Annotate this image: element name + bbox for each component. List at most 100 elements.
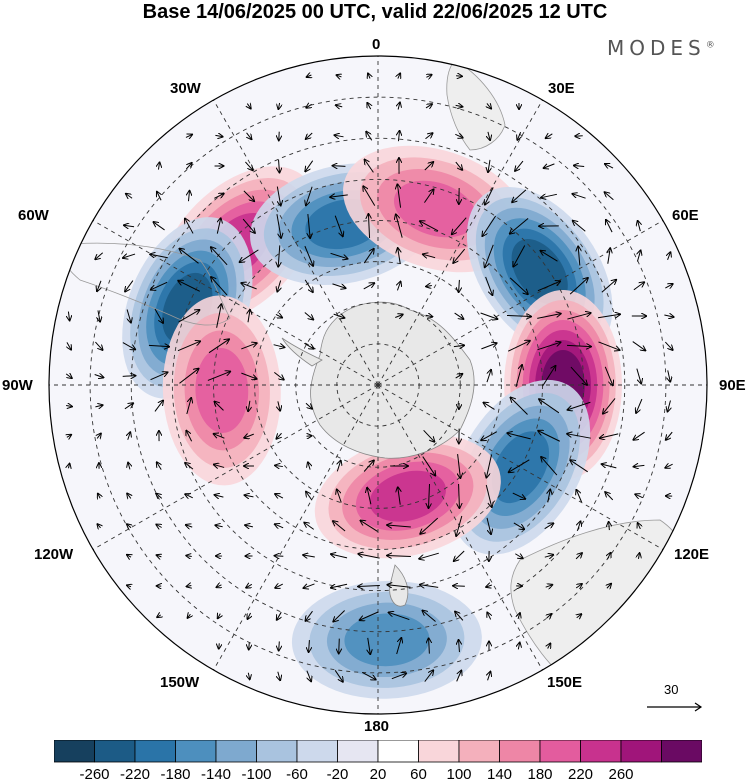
wind-arrow (633, 282, 644, 291)
wind-arrow (609, 522, 610, 531)
wind-arrow (426, 75, 431, 78)
wind-arrow (510, 398, 528, 415)
wind-arrow (367, 103, 370, 110)
wind-arrow (387, 556, 411, 557)
wind-arrow (215, 525, 223, 526)
wind-arrow (638, 553, 639, 559)
wind-arrow (425, 133, 433, 140)
wind-arrow (241, 372, 256, 379)
wind-arrow (575, 136, 583, 137)
wind-arrow (541, 251, 558, 262)
wind-arrow (358, 554, 380, 559)
wind-arrow (507, 433, 531, 440)
africa-land (446, 59, 506, 151)
wind-arrow (127, 555, 131, 557)
wind-arrow (306, 186, 313, 206)
wind-arrow (358, 585, 380, 586)
wind-arrow (65, 374, 72, 378)
wind-arrow (484, 403, 495, 410)
wind-arrow (429, 638, 430, 654)
wind-arrow (128, 432, 131, 440)
wind-arrow (332, 283, 345, 288)
wind-arrow (481, 343, 496, 350)
wind-arrow (363, 283, 375, 290)
wind-arrow (424, 670, 433, 682)
wind-arrow (186, 525, 193, 527)
south-america-land (59, 242, 231, 326)
wind-arrow (485, 187, 494, 204)
wind-arrow (454, 312, 464, 319)
wind-arrow (240, 249, 259, 262)
wind-arrow (244, 434, 254, 438)
wind-arrow (566, 345, 591, 346)
colorbar-swatch (256, 740, 298, 763)
wind-arrow (606, 220, 613, 233)
wind-arrow (248, 310, 250, 323)
wind-arrow (216, 304, 222, 328)
wind-arrow (214, 465, 225, 468)
wind-arrow (577, 521, 580, 531)
longitude-label-120w: 120W (34, 546, 74, 563)
wind-arrow (391, 673, 406, 680)
wind-arrow (276, 214, 281, 238)
wind-arrow (482, 215, 497, 236)
colorbar-swatch (580, 740, 622, 763)
wind-arrow (151, 281, 168, 289)
wind-arrow (275, 314, 282, 317)
wind-arrow (570, 366, 587, 385)
colorbar-tick-label: -100 (241, 766, 272, 783)
wind-arrow (97, 280, 101, 291)
colorbar-swatch (458, 740, 500, 763)
wind-arrow (207, 372, 230, 381)
colorbar-swatch (94, 740, 136, 763)
wind-arrow (568, 401, 591, 410)
antarctica-land (310, 301, 475, 459)
wind-arrow (398, 73, 400, 78)
wind-arrow (248, 400, 250, 411)
wind-arrow (607, 584, 611, 589)
pacific-high-contour (195, 347, 249, 433)
wind-arrow (512, 492, 525, 499)
wind-arrow (156, 524, 161, 527)
wind-arrow (157, 555, 162, 557)
longitude-label-30w: 30W (170, 80, 201, 97)
wind-arrow (241, 283, 257, 290)
wind-arrow (153, 222, 165, 231)
wind-arrow (544, 555, 553, 557)
wind-arrow (305, 402, 312, 408)
wind-arrow (572, 194, 586, 199)
colorbar-tick-label: -260 (79, 766, 110, 783)
meridian-line (213, 384, 379, 671)
latitude-circle (130, 137, 626, 633)
longitude-label-120e: 120E (674, 546, 710, 563)
colorbar-tick-label: 20 (369, 766, 387, 783)
wind-arrow (544, 523, 554, 530)
wind-arrow (428, 483, 429, 508)
wind-arrow (306, 104, 311, 107)
wind-arrow (668, 370, 671, 381)
meridian-line (92, 220, 379, 386)
wind-arrow (485, 276, 493, 295)
meridian-line (92, 384, 379, 550)
reference-vector-label: 30 (664, 682, 679, 697)
wind-arrow (397, 184, 400, 208)
wind-arrow (665, 464, 673, 468)
wind-arrow (179, 249, 199, 264)
wind-arrow (638, 221, 641, 232)
wind-arrow (127, 524, 131, 527)
meridian-line (377, 384, 664, 550)
wind-arrow (185, 219, 194, 234)
wind-arrow (635, 494, 643, 497)
wind-arrow (509, 277, 528, 294)
wind-arrow (453, 345, 464, 346)
wind-arrow (307, 75, 312, 77)
colorbar-swatch (499, 740, 541, 763)
meridian-line (377, 220, 664, 386)
wind-arrow (547, 614, 551, 618)
wind-arrow (600, 433, 619, 438)
meridian-line (377, 384, 543, 671)
colorbar-tick-label: -140 (200, 766, 232, 783)
wind-arrow (306, 492, 313, 501)
wind-arrow (217, 585, 222, 587)
wind-arrow (185, 494, 193, 498)
